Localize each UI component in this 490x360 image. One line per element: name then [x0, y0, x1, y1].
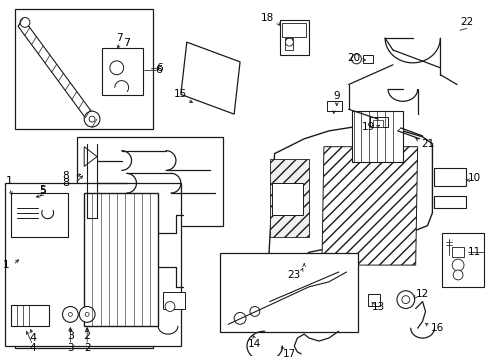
Text: 23: 23: [288, 270, 301, 280]
Text: 17: 17: [283, 349, 296, 359]
Text: 3: 3: [67, 331, 74, 341]
Polygon shape: [268, 127, 433, 277]
Text: 13: 13: [371, 302, 385, 311]
Text: 3: 3: [67, 343, 74, 353]
Bar: [5, 183, 181, 346]
Bar: [327, 101, 342, 111]
Text: 1: 1: [6, 176, 13, 186]
Text: 1: 1: [3, 260, 10, 270]
Text: 7: 7: [117, 33, 123, 43]
Circle shape: [110, 61, 123, 75]
Circle shape: [89, 116, 95, 122]
Text: 10: 10: [468, 173, 481, 183]
Bar: [297, 267, 311, 279]
Circle shape: [85, 312, 89, 316]
Polygon shape: [18, 18, 97, 127]
Text: 19: 19: [362, 122, 375, 132]
Bar: [77, 137, 223, 226]
Bar: [271, 183, 303, 215]
Bar: [364, 55, 373, 63]
Circle shape: [286, 38, 294, 46]
Circle shape: [79, 306, 95, 322]
Circle shape: [453, 270, 463, 280]
Text: 5: 5: [40, 185, 46, 195]
Text: 6: 6: [156, 63, 163, 73]
Text: 16: 16: [431, 323, 444, 333]
Circle shape: [234, 312, 246, 324]
Text: 2: 2: [84, 343, 91, 353]
Polygon shape: [181, 42, 240, 114]
Circle shape: [63, 306, 78, 322]
Text: 14: 14: [248, 339, 262, 349]
Text: 9: 9: [333, 91, 340, 102]
Bar: [102, 48, 144, 95]
Circle shape: [20, 18, 30, 27]
Text: 8: 8: [62, 178, 69, 188]
Bar: [11, 193, 69, 238]
Text: 15: 15: [174, 89, 188, 99]
Circle shape: [250, 306, 260, 316]
Bar: [84, 193, 158, 326]
Bar: [163, 292, 185, 310]
Bar: [15, 230, 153, 348]
Bar: [220, 253, 359, 332]
Circle shape: [84, 111, 100, 127]
Polygon shape: [322, 147, 417, 265]
Bar: [15, 9, 153, 129]
Text: 7: 7: [123, 38, 130, 48]
Bar: [286, 38, 294, 50]
Circle shape: [165, 302, 175, 311]
Bar: [435, 196, 466, 208]
Polygon shape: [84, 147, 97, 166]
Bar: [283, 23, 306, 37]
Text: 2: 2: [84, 331, 91, 341]
Circle shape: [452, 259, 464, 271]
Circle shape: [351, 54, 362, 64]
Circle shape: [402, 296, 410, 303]
Text: 18: 18: [261, 13, 274, 23]
Polygon shape: [270, 158, 309, 238]
Text: 12: 12: [416, 289, 429, 299]
Text: 4: 4: [29, 343, 36, 353]
Bar: [370, 117, 388, 127]
Bar: [373, 120, 383, 127]
Bar: [452, 247, 464, 257]
Text: 20: 20: [347, 53, 360, 63]
Bar: [442, 233, 484, 287]
Bar: [11, 305, 49, 326]
Text: 21: 21: [421, 139, 434, 149]
Bar: [279, 21, 309, 55]
Circle shape: [397, 291, 415, 309]
Bar: [435, 168, 466, 186]
Text: 11: 11: [468, 247, 482, 257]
Text: 8: 8: [62, 171, 69, 181]
Text: 6: 6: [156, 65, 163, 75]
Text: 5: 5: [39, 186, 46, 196]
Text: 22: 22: [460, 17, 474, 27]
Bar: [368, 294, 380, 306]
Circle shape: [69, 312, 73, 316]
Text: 4: 4: [29, 333, 36, 343]
Bar: [351, 111, 403, 162]
